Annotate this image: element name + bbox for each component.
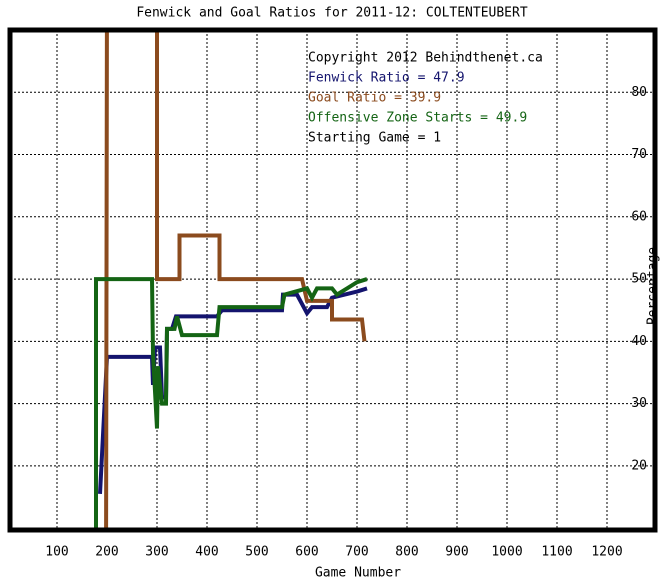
labels: 100 200 300 400 500 600 700 800 900 1000 1100 1200 2… <box>45 51 647 560</box>
x-tick-label: 400 <box>195 545 218 560</box>
legend-entry: Fenwick Ratio = 47.9 <box>308 71 465 86</box>
y-tick-label: 70 <box>631 147 647 162</box>
chart-title: Fenwick and Goal Ratios for 2011-12: COL… <box>136 6 528 21</box>
x-tick-label: 700 <box>345 545 368 560</box>
x-tick-label: 1200 <box>591 545 622 560</box>
plot-frame <box>7 27 658 533</box>
legend-entry: Offensive Zone Starts = 49.9 <box>308 111 527 126</box>
x-tick-label: 900 <box>445 545 468 560</box>
y-tick-label: 50 <box>631 272 647 287</box>
x-tick-label: 800 <box>395 545 418 560</box>
series-line <box>98 286 368 494</box>
plot-lines <box>94 30 368 530</box>
annotation: Starting Game = 1 <box>308 131 441 146</box>
series-line <box>104 30 367 530</box>
y-tick-label: 60 <box>631 209 647 224</box>
x-tick-label: 1000 <box>491 545 522 560</box>
y-tick-label: 20 <box>631 458 647 473</box>
series-line <box>94 277 368 530</box>
x-tick-label: 200 <box>95 545 118 560</box>
y-tick-label: 80 <box>631 85 647 100</box>
x-tick-label: 500 <box>245 545 268 560</box>
x-tick-label: 300 <box>145 545 168 560</box>
annotation: Copyright 2012 Behindthenet.ca <box>308 51 543 66</box>
y-tick-label: 30 <box>631 396 647 411</box>
legend-entry: Goal Ratio = 39.9 <box>308 91 441 106</box>
x-axis-label: Game Number <box>315 566 401 580</box>
y-tick-label: 40 <box>631 334 647 349</box>
x-tick-label: 600 <box>295 545 318 560</box>
x-tick-label: 1100 <box>541 545 572 560</box>
x-tick-label: 100 <box>45 545 68 560</box>
